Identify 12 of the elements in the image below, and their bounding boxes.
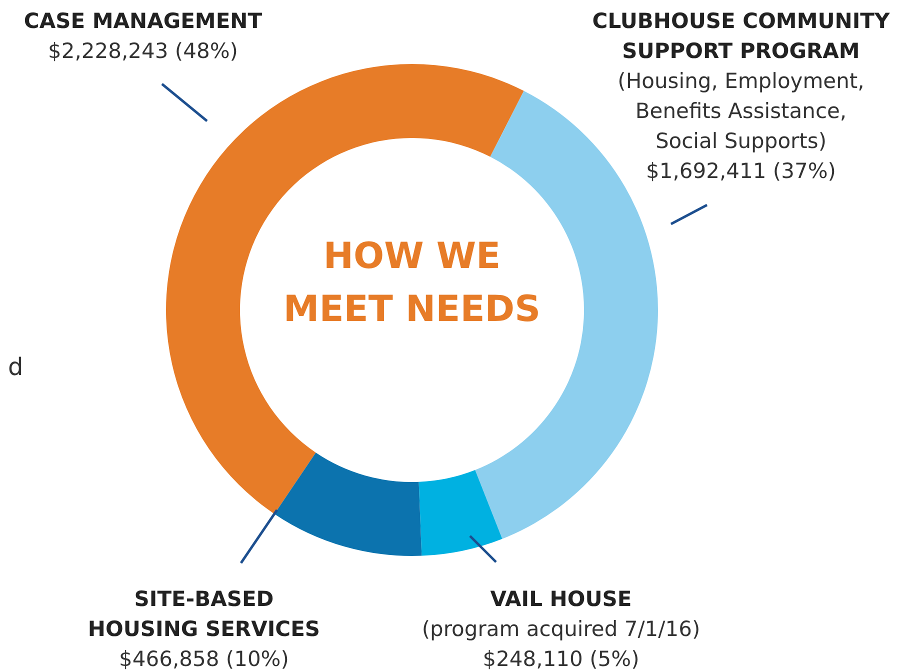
slice-label: CASE MANAGEMENT (24, 9, 263, 33)
slice-label: CLUBHOUSE COMMUNITY SUPPORT PROGRAM (592, 9, 890, 63)
text: HOW WE MEET NEEDS (283, 236, 541, 330)
slice-label: VAIL HOUSE (490, 587, 632, 611)
data-label: (program acquired 7/1/16) $248,110 (5%) (422, 617, 700, 671)
data-label: (Housing, Employment, Benefits Assistance, Social Supports) $1,692,411 (37%) (618, 69, 864, 183)
data-label: $466,858 (10%) (119, 647, 289, 671)
donut-slice (418, 470, 502, 556)
slice-label: SITE-BASED HOUSING SERVICES (88, 587, 320, 641)
data-label: $2,228,243 (48%) (48, 39, 238, 63)
donut-slice (274, 452, 422, 556)
text: d (8, 353, 24, 381)
